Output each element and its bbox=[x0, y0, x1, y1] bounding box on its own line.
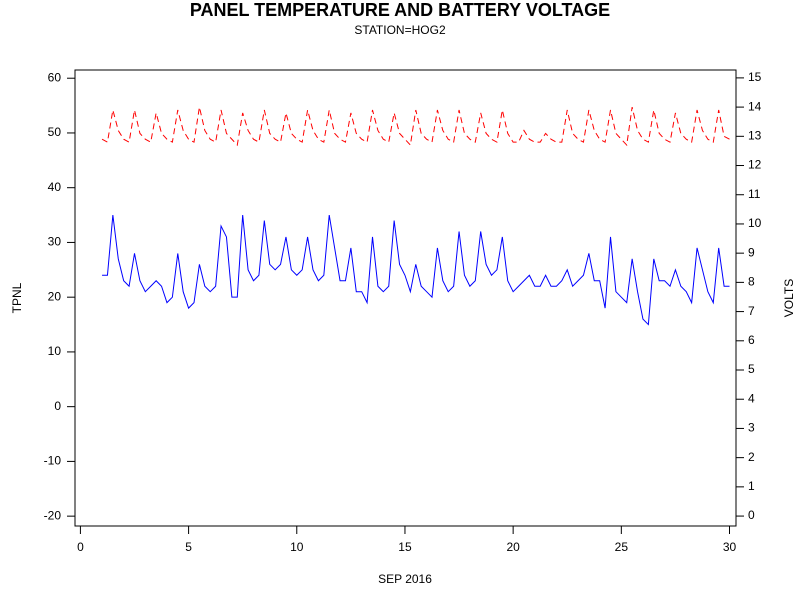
y-tick-label: 50 bbox=[48, 125, 62, 139]
y2-tick-label: 0 bbox=[748, 508, 755, 522]
y-tick-label: 60 bbox=[48, 70, 62, 84]
x-tick-label: 30 bbox=[723, 540, 737, 554]
x-tick-label: 20 bbox=[506, 540, 520, 554]
y2-tick-label: 8 bbox=[748, 275, 755, 289]
chart-title: PANEL TEMPERATURE AND BATTERY VOLTAGE bbox=[190, 0, 610, 20]
y2-tick-label: 9 bbox=[748, 245, 755, 259]
y2-tick-label: 10 bbox=[748, 216, 762, 230]
y2-tick-label: 5 bbox=[748, 362, 755, 376]
y2-tick-label: 11 bbox=[748, 187, 761, 201]
x-tick-label: 15 bbox=[398, 540, 412, 554]
y2-tick-label: 7 bbox=[748, 304, 755, 318]
y2-tick-label: 2 bbox=[748, 450, 755, 464]
y2-tick-label: 1 bbox=[748, 479, 755, 493]
y2-tick-label: 4 bbox=[748, 391, 755, 405]
y2-tick-label: 15 bbox=[748, 70, 762, 84]
x-tick-label: 0 bbox=[77, 540, 84, 554]
series-line bbox=[101, 106, 730, 147]
y-tick-label: -20 bbox=[44, 508, 62, 522]
chart-subtitle: STATION=HOG2 bbox=[354, 23, 446, 37]
y2-tick-label: 13 bbox=[748, 128, 762, 142]
x-tick-label: 10 bbox=[290, 540, 304, 554]
plot-frame bbox=[74, 69, 737, 527]
y-tick-label: -10 bbox=[44, 454, 62, 468]
y-tick-label: 10 bbox=[48, 344, 62, 358]
y-tick-label: 20 bbox=[48, 289, 62, 303]
y-tick-label: 0 bbox=[54, 399, 61, 413]
y2-tick-label: 3 bbox=[748, 421, 755, 435]
y-tick-label: 30 bbox=[48, 235, 62, 249]
x-tick-label: 25 bbox=[615, 540, 629, 554]
x-axis-label: SEP 2016 bbox=[378, 572, 432, 586]
y2-tick-label: 14 bbox=[748, 99, 762, 113]
y2-tick-label: 6 bbox=[748, 333, 755, 347]
y-tick-label: 40 bbox=[48, 180, 62, 194]
y2-tick-label: 12 bbox=[748, 158, 762, 172]
y-axis-label: TPNL bbox=[10, 282, 24, 313]
x-tick-label: 5 bbox=[185, 540, 192, 554]
series-line bbox=[102, 214, 730, 326]
y2-axis-label: VOLTS bbox=[782, 279, 796, 317]
